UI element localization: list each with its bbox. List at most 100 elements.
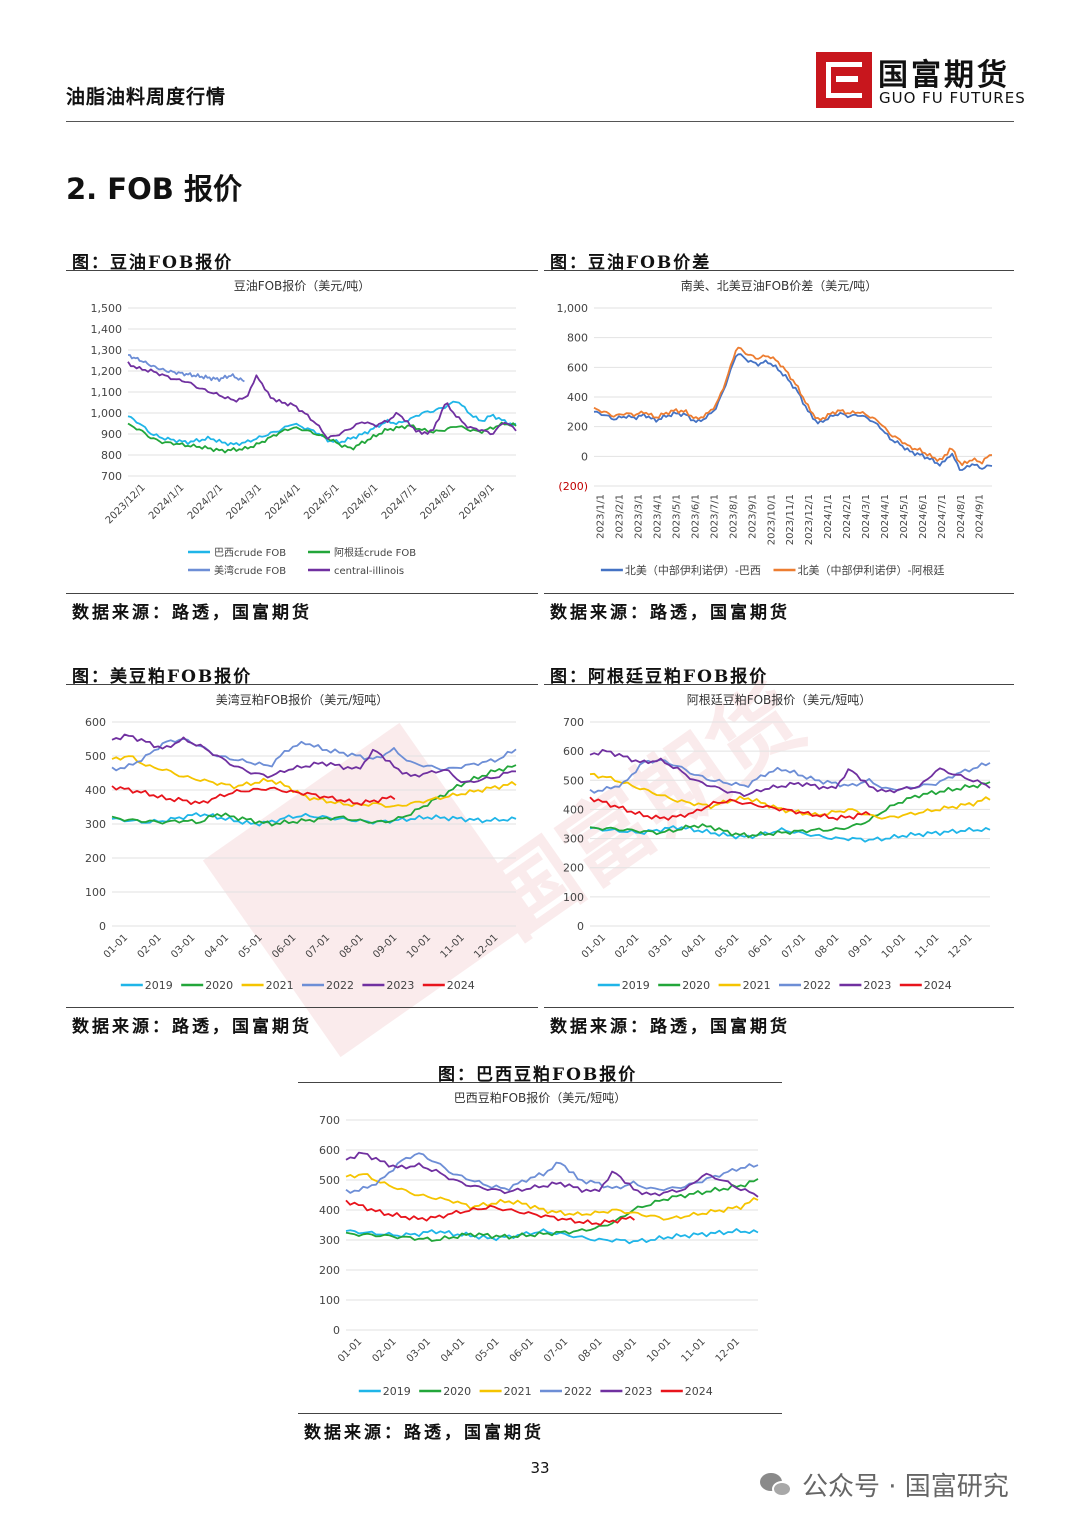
x-tick-label: 2023/3/1 (634, 494, 645, 539)
x-tick-label: 2024/8/1 (419, 482, 459, 522)
series-line-central-illinois (127, 361, 517, 440)
x-tick-label: 03-01 (405, 1336, 433, 1364)
x-tick-label: 08-01 (813, 932, 841, 960)
y-tick-label: 1,100 (91, 386, 123, 399)
x-tick-label: 04-01 (680, 932, 708, 960)
x-tick-label: 03-01 (646, 932, 674, 960)
wechat-account-name: 公众号 · 国富研究 (802, 1472, 1009, 1502)
x-tick-label: 06-01 (746, 932, 774, 960)
x-tick-label: 07-01 (304, 932, 332, 960)
y-tick-label: 800 (101, 449, 122, 462)
series-line-2021 (111, 755, 517, 808)
soyoil-fob-spread-chart: 南美、北美豆油FOB价差（美元/吨） (200) 0 200 400 600 800 1,00… (557, 278, 993, 577)
series-line-2024 (589, 796, 871, 821)
caption-divider (298, 1082, 782, 1083)
legend-label: 北美（中部伊利诺伊）-巴西 (625, 563, 761, 577)
source-divider (544, 1007, 1014, 1008)
legend-label: 美湾crude FOB (214, 564, 286, 577)
x-tick-label: 2023/11/1 (785, 494, 796, 545)
soyoil-fob-price-chart: 豆油FOB报价（美元/吨） 700 800 900 1,000 1,100 1,200 1,3… (91, 278, 517, 577)
data-source-note: 数据来源：路透，国富期货 (304, 1423, 544, 1443)
x-tick-label: 2023/12/1 (104, 482, 148, 526)
y-tick-label: 0 (333, 1324, 340, 1337)
x-tick-label: 2024/1/1 (823, 494, 834, 539)
source-divider (298, 1413, 782, 1414)
series-line-巴西crude FOB (127, 400, 517, 447)
legend-label: 2019 (622, 979, 650, 992)
y-tick-label: 600 (85, 716, 106, 729)
x-tick-label: 02-01 (613, 932, 641, 960)
legend-label: 2023 (863, 979, 891, 992)
series-line-2022 (111, 738, 517, 772)
caption-divider (66, 270, 538, 271)
series-line-2023 (589, 749, 991, 797)
y-tick-label: 1,000 (557, 302, 589, 315)
series-line-阿根廷crude FOB (127, 421, 517, 454)
x-tick-label: 08-01 (338, 932, 366, 960)
legend-label: 2020 (205, 979, 233, 992)
legend-label: central-illinois (334, 566, 404, 577)
legend-label: 2021 (504, 1385, 532, 1398)
legend-label: 2020 (443, 1385, 471, 1398)
y-tick-label: 600 (563, 745, 584, 758)
x-tick-label: 02-01 (136, 932, 164, 960)
x-tick-label: 10-01 (405, 932, 433, 960)
series-line-2020 (345, 1178, 759, 1242)
chart-caption-brazil-meal-fob: 图：巴西豆粕FOB报价 (438, 1065, 638, 1085)
company-logo: 国富期货 GUO FU FUTURES (816, 50, 1026, 110)
y-tick-label: 800 (567, 332, 588, 345)
x-tick-label: 04-01 (439, 1336, 467, 1364)
x-tick-label: 07-01 (542, 1336, 570, 1364)
y-tick-label: 300 (319, 1234, 340, 1247)
series-line-2019 (589, 825, 991, 843)
logo-chinese-name: 国富期货 (878, 58, 1010, 93)
x-tick-label: 2024/6/1 (341, 482, 381, 522)
caption-divider (66, 684, 538, 685)
x-tick-label: 2023/7/1 (709, 494, 720, 539)
x-tick-label: 2024/2/1 (186, 482, 226, 522)
x-tick-label: 05-01 (237, 932, 265, 960)
y-tick-label: 200 (563, 862, 584, 875)
x-tick-label: 2024/4/1 (880, 494, 891, 539)
legend-label: 2024 (447, 979, 475, 992)
chart-title: 美湾豆粕FOB报价（美元/短吨） (216, 692, 389, 707)
data-source-note: 数据来源：路透，国富期货 (72, 1017, 312, 1037)
x-tick-label: 2024/3/1 (225, 482, 265, 522)
y-tick-label: 500 (563, 774, 584, 787)
series-line-2020 (111, 764, 517, 827)
chart-title: 南美、北美豆油FOB价差（美元/吨） (681, 278, 878, 293)
x-tick-label: 2023/9/1 (747, 494, 758, 539)
argentina-soymeal-fob-chart: 阿根廷豆粕FOB报价（美元/短吨） 0 100 200 300 400 500 600 700 0… (563, 692, 991, 992)
y-tick-label: 100 (85, 886, 106, 899)
x-tick-label: 2023/1/1 (596, 494, 607, 539)
chart-caption-argentina-meal-fob: 图：阿根廷豆粕FOB报价 (550, 667, 769, 687)
y-tick-label: 1,200 (91, 365, 123, 378)
logo-mark-icon (816, 52, 872, 108)
y-tick-label: 300 (85, 818, 106, 831)
x-tick-label: 2024/6/1 (918, 494, 929, 539)
series-line-2022 (345, 1152, 759, 1194)
header-divider (66, 121, 1014, 122)
legend-label: 2024 (924, 979, 952, 992)
page-number: 33 (530, 1459, 550, 1477)
x-tick-label: 01-01 (102, 932, 130, 960)
x-tick-label: 2023/6/1 (690, 494, 701, 539)
source-divider (66, 593, 538, 594)
y-tick-label: 300 (563, 833, 584, 846)
source-divider (544, 593, 1014, 594)
source-divider (66, 1007, 538, 1008)
x-tick-label: 12-01 (714, 1336, 742, 1364)
x-tick-label: 2024/5/1 (899, 494, 910, 539)
x-tick-label: 10-01 (880, 932, 908, 960)
y-tick-label: 400 (567, 391, 588, 404)
series-line-北美（中部伊利诺伊）-阿根廷 (593, 346, 993, 467)
y-tick-label: 700 (319, 1114, 340, 1127)
series-line-2024 (111, 785, 396, 806)
x-tick-label: 07-01 (780, 932, 808, 960)
y-tick-label: 200 (567, 421, 588, 434)
x-tick-label: 11-01 (679, 1336, 707, 1364)
chart-caption-soyoil-spread: 图：豆油FOB价差 (550, 253, 712, 273)
brazil-soymeal-fob-chart: 巴西豆粕FOB报价（美元/短吨） 0 100 200 300 400 500 600 700 01… (319, 1090, 759, 1398)
legend-label: 阿根廷crude FOB (334, 546, 416, 559)
x-tick-label: 11-01 (439, 932, 467, 960)
